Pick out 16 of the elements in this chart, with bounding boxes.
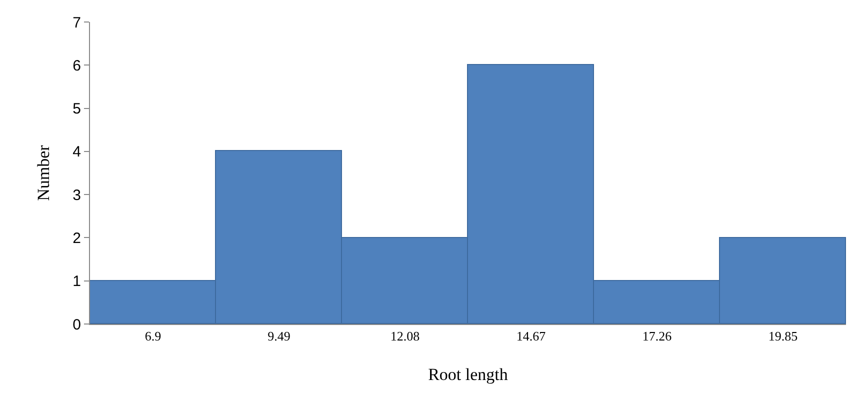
x-tick-label: 12.08 bbox=[390, 328, 420, 344]
x-tick-label: 9.49 bbox=[268, 328, 290, 344]
y-tick-label: 7 bbox=[72, 14, 81, 32]
y-tick-label: 2 bbox=[72, 230, 81, 247]
x-axis-title: Root length bbox=[428, 365, 508, 384]
x-tick-label: 14.67 bbox=[516, 328, 546, 344]
y-tick-label: 5 bbox=[72, 100, 81, 118]
x-tick-label: 19.85 bbox=[768, 328, 798, 344]
y-tick-label: 3 bbox=[72, 186, 81, 204]
y-tick-label: 6 bbox=[72, 57, 81, 74]
y-tick-label: 1 bbox=[72, 273, 81, 290]
y-tick-label: 4 bbox=[72, 144, 81, 161]
x-tick-label: 17.26 bbox=[642, 328, 672, 344]
x-tick-label: 6.9 bbox=[144, 328, 162, 344]
y-axis-title: Number bbox=[34, 144, 54, 201]
y-tick-label: 0 bbox=[72, 316, 81, 334]
